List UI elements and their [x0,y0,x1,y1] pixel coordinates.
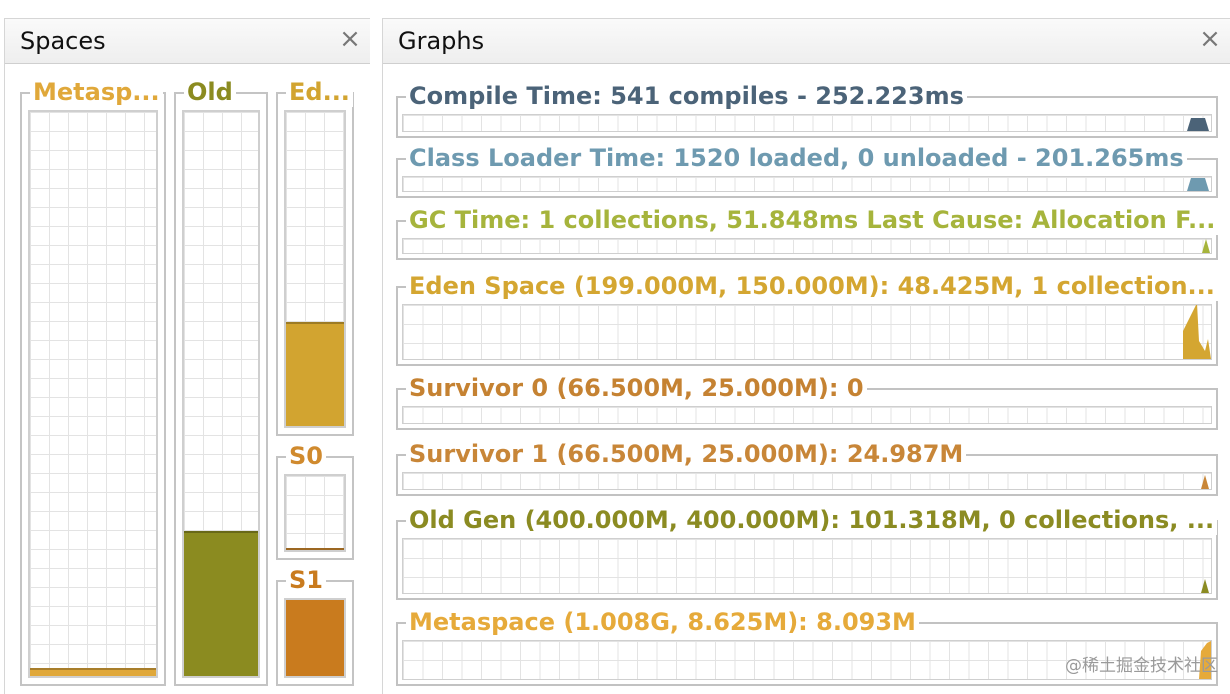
space-fill [286,322,344,426]
spaces-panel-title: Spaces [20,27,106,55]
spaces-panel-header: Spaces × [4,18,370,64]
graph-title: Survivor 0 (66.500M, 25.000M): 0 [406,373,867,403]
space-old: Old [174,77,268,686]
graph-plot-area [402,406,1212,424]
graph-plot-area [402,640,1212,680]
graph-title: Metaspace (1.008G, 8.625M): 8.093M [406,607,919,637]
graph-title: GC Time: 1 collections, 51.848ms Last Ca… [406,205,1219,235]
space-metaspace: Metasp... [20,77,166,686]
space-fill [30,667,156,676]
graph-plot-area [402,472,1212,490]
graph-trace [1201,475,1209,489]
watermark: @稀土掘金技术社区 [1065,656,1218,676]
space-label: S1 [286,565,326,595]
space-chart-area [284,474,346,552]
graph-plot-area [402,238,1212,254]
space-label: Metasp... [30,77,163,107]
space-chart-area [284,110,346,428]
graph-gc-time: GC Time: 1 collections, 51.848ms Last Ca… [396,205,1219,260]
graph-old-gen: Old Gen (400.000M, 400.000M): 101.318M, … [396,505,1218,600]
space-label: Old [184,77,236,107]
graph-class-loader-time: Class Loader Time: 1520 loaded, 0 unload… [396,143,1218,198]
panel-divider [382,18,383,694]
graph-plot-area [402,176,1212,192]
space-s0: S0 [276,441,354,560]
space-chart-area [182,110,260,678]
space-label: S0 [286,441,326,471]
graph-title: Compile Time: 541 compiles - 252.223ms [406,81,967,111]
graphs-panel-title: Graphs [398,27,485,55]
graph-plot-area [402,114,1212,132]
graph-survivor-1: Survivor 1 (66.500M, 25.000M): 24.987M [396,439,1218,496]
space-s1: S1 [276,565,354,686]
space-chart-area [28,110,158,678]
graph-trace [1199,641,1211,679]
graph-metaspace: Metaspace (1.008G, 8.625M): 8.093M [396,607,1218,686]
close-icon[interactable]: × [339,24,361,54]
graphs-panel-header: Graphs × [382,18,1230,64]
graph-title: Eden Space (199.000M, 150.000M): 48.425M… [406,271,1218,301]
graph-survivor-0: Survivor 0 (66.500M, 25.000M): 0 [396,373,1218,430]
space-chart-area [284,598,346,678]
graph-title: Class Loader Time: 1520 loaded, 0 unload… [406,143,1187,173]
close-icon[interactable]: × [1199,24,1221,54]
graph-trace [1202,239,1210,253]
graph-title: Survivor 1 (66.500M, 25.000M): 24.987M [406,439,967,469]
graph-trace [1187,178,1209,191]
space-eden: Ed... [276,77,354,436]
graph-compile-time: Compile Time: 541 compiles - 252.223ms [396,81,1218,138]
graph-plot-area [402,304,1212,360]
space-fill [286,548,344,550]
graph-plot-area [402,538,1212,594]
panel-divider [4,18,5,694]
graph-trace [1183,305,1211,359]
graph-trace [1201,579,1209,593]
space-label: Ed... [286,77,353,107]
graph-eden-space: Eden Space (199.000M, 150.000M): 48.425M… [396,271,1218,366]
graph-title: Old Gen (400.000M, 400.000M): 101.318M, … [406,505,1218,535]
space-fill [286,600,344,676]
space-fill [184,531,258,676]
graph-trace [1187,118,1209,131]
